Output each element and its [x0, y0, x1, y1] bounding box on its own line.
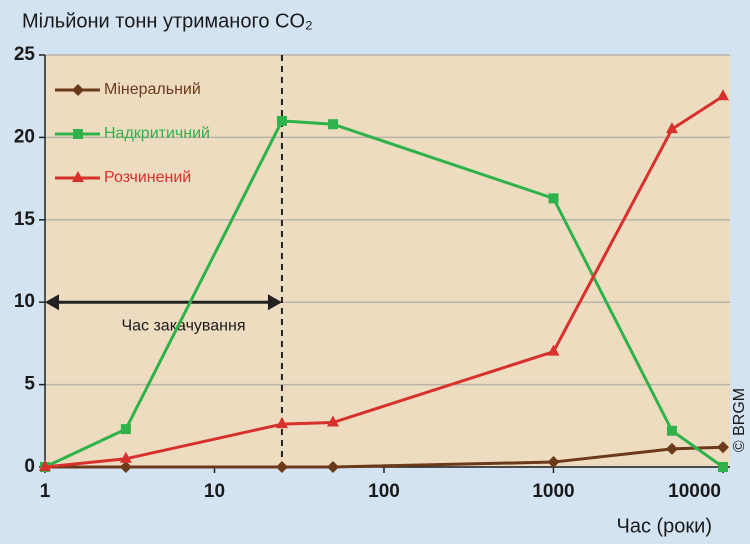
- plot-area: [45, 55, 730, 467]
- data-point: [326, 415, 339, 427]
- data-point: [120, 424, 131, 435]
- legend-label: Надкритичний: [104, 125, 210, 142]
- y-tick-label: 20: [14, 126, 35, 147]
- data-point: [547, 344, 560, 356]
- x-axis-label: Час (роки): [617, 515, 713, 537]
- data-point: [547, 456, 560, 469]
- data-point: [326, 461, 339, 473]
- y-tick-label: 10: [14, 291, 35, 312]
- y-tick-label: 25: [14, 44, 36, 65]
- annotation-text: Час закачування: [121, 317, 245, 334]
- data-point: [119, 451, 132, 463]
- data-point: [327, 119, 338, 130]
- data-point: [717, 462, 728, 472]
- arrow-head: [45, 294, 59, 311]
- credit: © BRGM: [731, 388, 748, 452]
- x-tick-label: 10: [204, 481, 225, 502]
- y-tick-label: 0: [24, 456, 35, 477]
- legend-label: Розчинений: [104, 169, 191, 186]
- data-point: [275, 461, 288, 473]
- data-point: [716, 89, 729, 101]
- legend-marker: [72, 171, 84, 182]
- data-point: [275, 417, 288, 429]
- x-tick-label: 1000: [532, 481, 574, 502]
- arrow-head: [267, 294, 282, 311]
- y-tick-label: 15: [14, 209, 36, 230]
- x-tick-label: 10000: [668, 481, 721, 502]
- data-point: [39, 460, 51, 471]
- data-point: [276, 115, 287, 126]
- legend-marker: [73, 129, 83, 139]
- data-point: [665, 122, 678, 134]
- data-point: [548, 193, 559, 204]
- legend-label: Мінеральний: [104, 81, 201, 98]
- data-point: [119, 461, 132, 473]
- legend-marker: [72, 84, 84, 96]
- chart-title: Мільйони тонн утриманого CO₂: [22, 10, 313, 32]
- data-point: [666, 425, 677, 436]
- x-tick-label: 1: [40, 481, 51, 502]
- data-point: [716, 441, 729, 454]
- x-tick-label: 100: [368, 481, 400, 502]
- data-point: [665, 442, 678, 455]
- y-tick-label: 5: [24, 374, 35, 395]
